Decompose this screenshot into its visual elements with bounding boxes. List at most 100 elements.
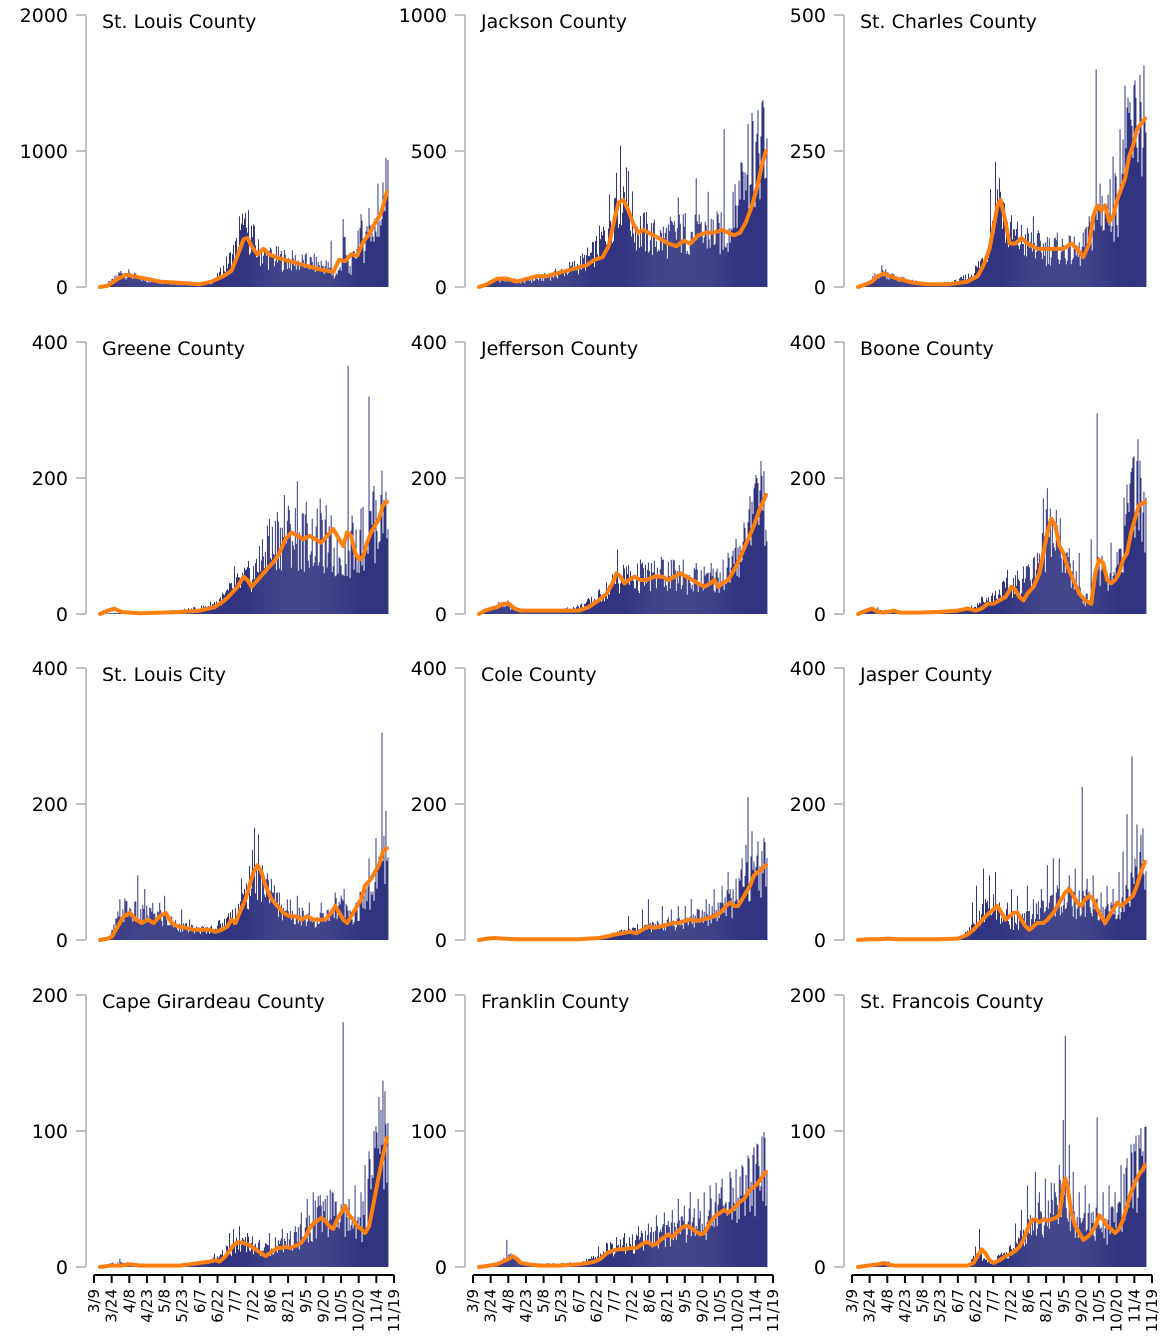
bar — [384, 883, 386, 940]
bar — [320, 260, 322, 287]
bar — [643, 212, 645, 287]
bar — [1109, 1234, 1111, 1267]
bar — [127, 275, 129, 287]
bar — [605, 594, 606, 614]
bar — [119, 273, 121, 287]
bar — [1135, 97, 1137, 287]
bar — [378, 236, 380, 287]
bar — [204, 928, 206, 940]
bar — [505, 1262, 507, 1267]
bar — [367, 553, 369, 614]
bar — [266, 251, 268, 287]
bar — [634, 224, 636, 287]
bar — [213, 933, 215, 940]
bar — [260, 1252, 262, 1267]
bar — [383, 835, 385, 940]
bar — [305, 926, 307, 940]
bar — [136, 921, 138, 940]
bar — [296, 262, 298, 287]
bar — [257, 1242, 259, 1267]
bar — [349, 910, 351, 940]
bar — [1052, 1214, 1054, 1267]
bar — [250, 591, 252, 614]
bar — [327, 552, 329, 614]
bar — [341, 1207, 343, 1267]
bar — [328, 526, 330, 614]
bar — [750, 1181, 752, 1267]
bar — [1054, 916, 1056, 940]
bar — [628, 210, 630, 287]
bar — [708, 584, 710, 614]
x-tick-label: 7/22 — [1002, 1289, 1020, 1323]
bar — [1032, 1230, 1034, 1267]
bar — [694, 214, 696, 287]
bar — [664, 930, 666, 940]
bar — [750, 545, 752, 614]
bar — [1102, 230, 1104, 287]
bar — [198, 927, 200, 940]
bar — [720, 585, 722, 614]
bar — [1121, 571, 1123, 614]
bar — [725, 916, 727, 940]
bar — [216, 279, 217, 287]
bar — [618, 583, 619, 614]
bar — [624, 206, 626, 287]
bar — [515, 282, 517, 287]
bar — [1081, 787, 1083, 940]
bar — [909, 283, 911, 287]
bar — [1130, 872, 1132, 940]
bar — [699, 224, 701, 287]
bar — [738, 1219, 740, 1267]
bar — [1059, 260, 1061, 287]
x-tick-label: 6/22 — [209, 1289, 227, 1323]
bar — [1093, 909, 1095, 940]
bar — [1119, 1202, 1121, 1267]
bar — [1021, 243, 1023, 287]
bar — [506, 1239, 508, 1267]
seven-day-average-line — [477, 149, 768, 289]
bar — [1024, 923, 1026, 940]
bar — [981, 596, 982, 614]
bar — [161, 920, 163, 940]
bar — [1113, 1222, 1115, 1267]
bar — [627, 565, 629, 614]
bar — [1116, 551, 1118, 614]
bar — [286, 269, 288, 287]
bar — [1141, 541, 1143, 614]
bar — [1096, 220, 1098, 287]
bar — [688, 254, 690, 287]
bar — [285, 543, 287, 614]
bar — [672, 224, 674, 287]
bar — [594, 598, 595, 614]
bar — [1114, 1192, 1116, 1267]
bar — [1118, 549, 1120, 614]
bar — [277, 916, 279, 940]
bar — [1101, 196, 1103, 287]
bar — [1051, 250, 1053, 287]
bar — [526, 277, 528, 287]
bar — [712, 219, 714, 287]
bar — [359, 227, 361, 287]
bar — [268, 903, 270, 940]
bar — [227, 589, 228, 614]
bar — [885, 269, 887, 287]
y-tick-label: 200 — [32, 468, 68, 490]
bar — [612, 1243, 613, 1267]
bar — [1018, 249, 1020, 287]
bar — [1077, 1238, 1079, 1267]
bar — [1046, 1226, 1048, 1267]
bar — [1137, 439, 1139, 614]
bar — [323, 573, 325, 614]
bar — [766, 857, 768, 940]
bar — [148, 922, 150, 940]
bar — [273, 885, 275, 940]
bar — [1014, 922, 1016, 940]
bar — [1047, 263, 1049, 287]
bar — [695, 918, 697, 940]
bar — [284, 540, 286, 614]
bar — [230, 583, 231, 614]
bar — [339, 267, 341, 287]
bar — [1063, 248, 1065, 287]
bar — [1057, 531, 1059, 614]
bar — [1105, 209, 1107, 287]
